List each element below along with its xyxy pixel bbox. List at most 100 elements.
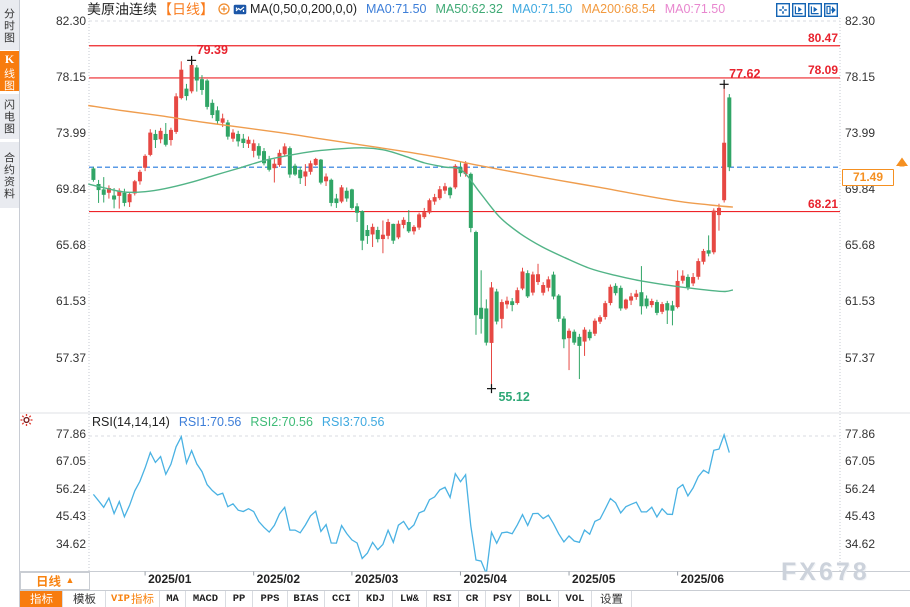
- tab-label: PSY: [493, 593, 512, 605]
- candle-body: [251, 143, 256, 151]
- candle-body: [370, 226, 375, 235]
- candle-body: [463, 163, 468, 175]
- candle-body: [230, 132, 235, 139]
- candle-body: [608, 286, 613, 304]
- candle-body: [489, 287, 494, 343]
- tab-PSY[interactable]: PSY: [486, 590, 520, 607]
- candle-body: [716, 207, 721, 216]
- tab-BIAS[interactable]: BIAS: [288, 590, 325, 607]
- pan-right-icon[interactable]: [824, 3, 838, 17]
- sidebar-item-char: [4, 7, 15, 19]
- candle-body: [168, 129, 173, 141]
- play-forward-icon[interactable]: [808, 3, 822, 17]
- sidebar-item-1[interactable]: [0, 0, 19, 50]
- candle-body: [137, 171, 142, 182]
- sidebar-item-4[interactable]: [0, 142, 19, 208]
- cjk-text: [37, 574, 61, 587]
- period-tag: [158, 2, 214, 16]
- kline-chart-icon[interactable]: [233, 3, 247, 16]
- candle-body: [551, 274, 556, 297]
- candle-body: [117, 190, 122, 196]
- tab-LW&[interactable]: LW&: [393, 590, 427, 607]
- candle-body: [432, 197, 437, 202]
- tab-VIP指标[interactable]: VIP: [106, 590, 160, 607]
- candle-body: [644, 298, 649, 307]
- ma-legend-2: MA50:62.32: [435, 2, 503, 16]
- tab-RSI[interactable]: RSI: [427, 590, 459, 607]
- tab-label: MA: [166, 593, 179, 605]
- period-selector-button[interactable]: ▲: [20, 572, 90, 590]
- sidebar-item-3[interactable]: [0, 94, 19, 139]
- sidebar-item-char: [4, 123, 15, 134]
- candle-body: [473, 232, 478, 316]
- candle-body: [256, 146, 261, 156]
- sun-icon[interactable]: [23, 416, 30, 424]
- cjk-text: [4, 99, 15, 110]
- chevron-up-icon: ▲: [65, 575, 75, 586]
- candle-body: [691, 277, 696, 284]
- candle-body: [494, 291, 499, 322]
- candle-body: [649, 300, 654, 306]
- candle-body: [520, 271, 525, 289]
- candle-body: [561, 318, 566, 340]
- candles: [91, 60, 732, 389]
- ma50-line: [88, 147, 734, 293]
- candle-body: [680, 275, 685, 281]
- candle-body: [654, 302, 659, 313]
- tab-设置[interactable]: [592, 590, 632, 607]
- tab-BOLL[interactable]: BOLL: [520, 590, 559, 607]
- candle-body: [546, 279, 551, 288]
- candle-body: [262, 151, 267, 164]
- tab-模板[interactable]: [63, 590, 106, 607]
- sidebar-item-2[interactable]: K: [0, 51, 19, 91]
- candle-body: [298, 169, 303, 179]
- sun-icon-ray: [28, 422, 32, 425]
- candle-body: [468, 173, 473, 228]
- tab-PP[interactable]: PP: [226, 590, 253, 607]
- circle-plus-icon[interactable]: [218, 3, 230, 15]
- candle-body: [448, 187, 453, 196]
- period-button-label: [36, 574, 61, 588]
- ma-params-label: MA(0,50,0,200,0,0): [250, 2, 358, 16]
- candle-body: [220, 118, 225, 123]
- rsi-legend-1: RSI1:70.56: [178, 414, 242, 429]
- sidebar-item-char: [4, 111, 15, 122]
- tab-指标[interactable]: [20, 590, 63, 607]
- candle-body: [572, 331, 577, 343]
- candle-body: [122, 192, 127, 203]
- tab-MACD[interactable]: MACD: [186, 590, 226, 607]
- candle-body: [634, 293, 639, 297]
- candle-body: [293, 165, 298, 175]
- watermark: FX678: [781, 558, 870, 586]
- candle-body: [484, 308, 489, 343]
- tab-CR[interactable]: CR: [459, 590, 486, 607]
- tab-label: KDJ: [366, 593, 385, 605]
- candle-body: [375, 229, 380, 240]
- crosshair-icon[interactable]: [776, 3, 790, 17]
- candle-body: [536, 274, 541, 283]
- candle-body: [685, 276, 690, 288]
- tab-VOL[interactable]: VOL: [559, 590, 592, 607]
- sidebar-item-char: [4, 175, 15, 187]
- tab-label: MACD: [192, 593, 219, 605]
- tab-CCI[interactable]: CCI: [325, 590, 359, 607]
- candle-body: [308, 163, 313, 172]
- candle-body: [396, 223, 401, 238]
- bottom-toolbar: VIP MA MACD PP PPS BIAS CCI KDJ LW& RSI CR PSY BOLL V…: [20, 589, 910, 607]
- cjk-text: [167, 2, 205, 16]
- tab-label: CCI: [332, 593, 351, 605]
- tab-MA[interactable]: MA: [160, 590, 186, 607]
- zoom-reset-icon[interactable]: [792, 3, 806, 17]
- sidebar-item-char: [4, 67, 15, 79]
- sidebar-item-char: [4, 163, 15, 175]
- ma-legend-3: MA0:71.50: [511, 2, 573, 16]
- candle-body: [163, 133, 168, 145]
- candle-body: [277, 152, 282, 166]
- rsi-header: RSI(14,14,14) RSI1:70.56 RSI2:70.56 RSI3:70…: [92, 414, 492, 429]
- tab-PPS[interactable]: PPS: [253, 590, 288, 607]
- candle-body: [313, 158, 318, 165]
- tab-KDJ[interactable]: KDJ: [359, 590, 393, 607]
- cjk-text: [72, 593, 96, 605]
